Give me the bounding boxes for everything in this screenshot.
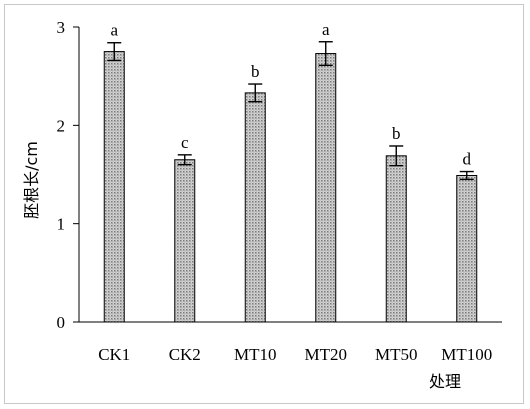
error-bars-layer — [107, 41, 474, 181]
bar-ck2 — [174, 159, 196, 323]
x-category-label-ck1: CK1 — [98, 345, 130, 364]
significance-label-mt50: b — [392, 124, 401, 143]
bar-mt100 — [456, 174, 478, 323]
bar-ck1 — [103, 51, 125, 323]
error-bar-ck1 — [107, 42, 122, 62]
bar-mt10 — [244, 92, 266, 323]
x-axis-title: 处理 — [429, 372, 461, 391]
significance-label-mt20: a — [322, 20, 330, 39]
x-category-labels: CK1 CK2 MT10 MT20 MT50 MT100 — [98, 345, 492, 364]
error-bar-ck2 — [177, 154, 192, 166]
y-tick-label: 0 — [57, 313, 66, 332]
significance-labels-layer: a c b a b d — [110, 20, 471, 169]
x-category-label-ck2: CK2 — [169, 345, 201, 364]
y-tick-label: 1 — [57, 215, 66, 234]
y-tick-label: 3 — [57, 18, 66, 37]
y-axis-title: 胚根长/cm — [22, 141, 41, 219]
significance-label-mt100: d — [463, 150, 472, 169]
error-bar-mt100 — [459, 170, 474, 181]
axes — [78, 27, 502, 323]
y-tick-label: 2 — [57, 116, 66, 135]
bar-mt50 — [385, 155, 407, 323]
x-category-label-mt10: MT10 — [234, 345, 277, 364]
error-bar-mt10 — [248, 83, 263, 103]
error-bar-mt50 — [389, 145, 404, 167]
significance-label-mt10: b — [251, 62, 260, 81]
x-category-label-mt50: MT50 — [375, 345, 418, 364]
x-category-label-mt20: MT20 — [305, 345, 348, 364]
significance-label-ck2: c — [181, 133, 189, 152]
x-category-label-mt100: MT100 — [441, 345, 492, 364]
bar-mt20 — [315, 53, 337, 323]
significance-label-ck1: a — [110, 21, 118, 40]
y-ticks: 0 1 2 3 — [57, 18, 79, 332]
error-bar-mt20 — [318, 41, 333, 67]
bars-layer — [103, 51, 478, 323]
